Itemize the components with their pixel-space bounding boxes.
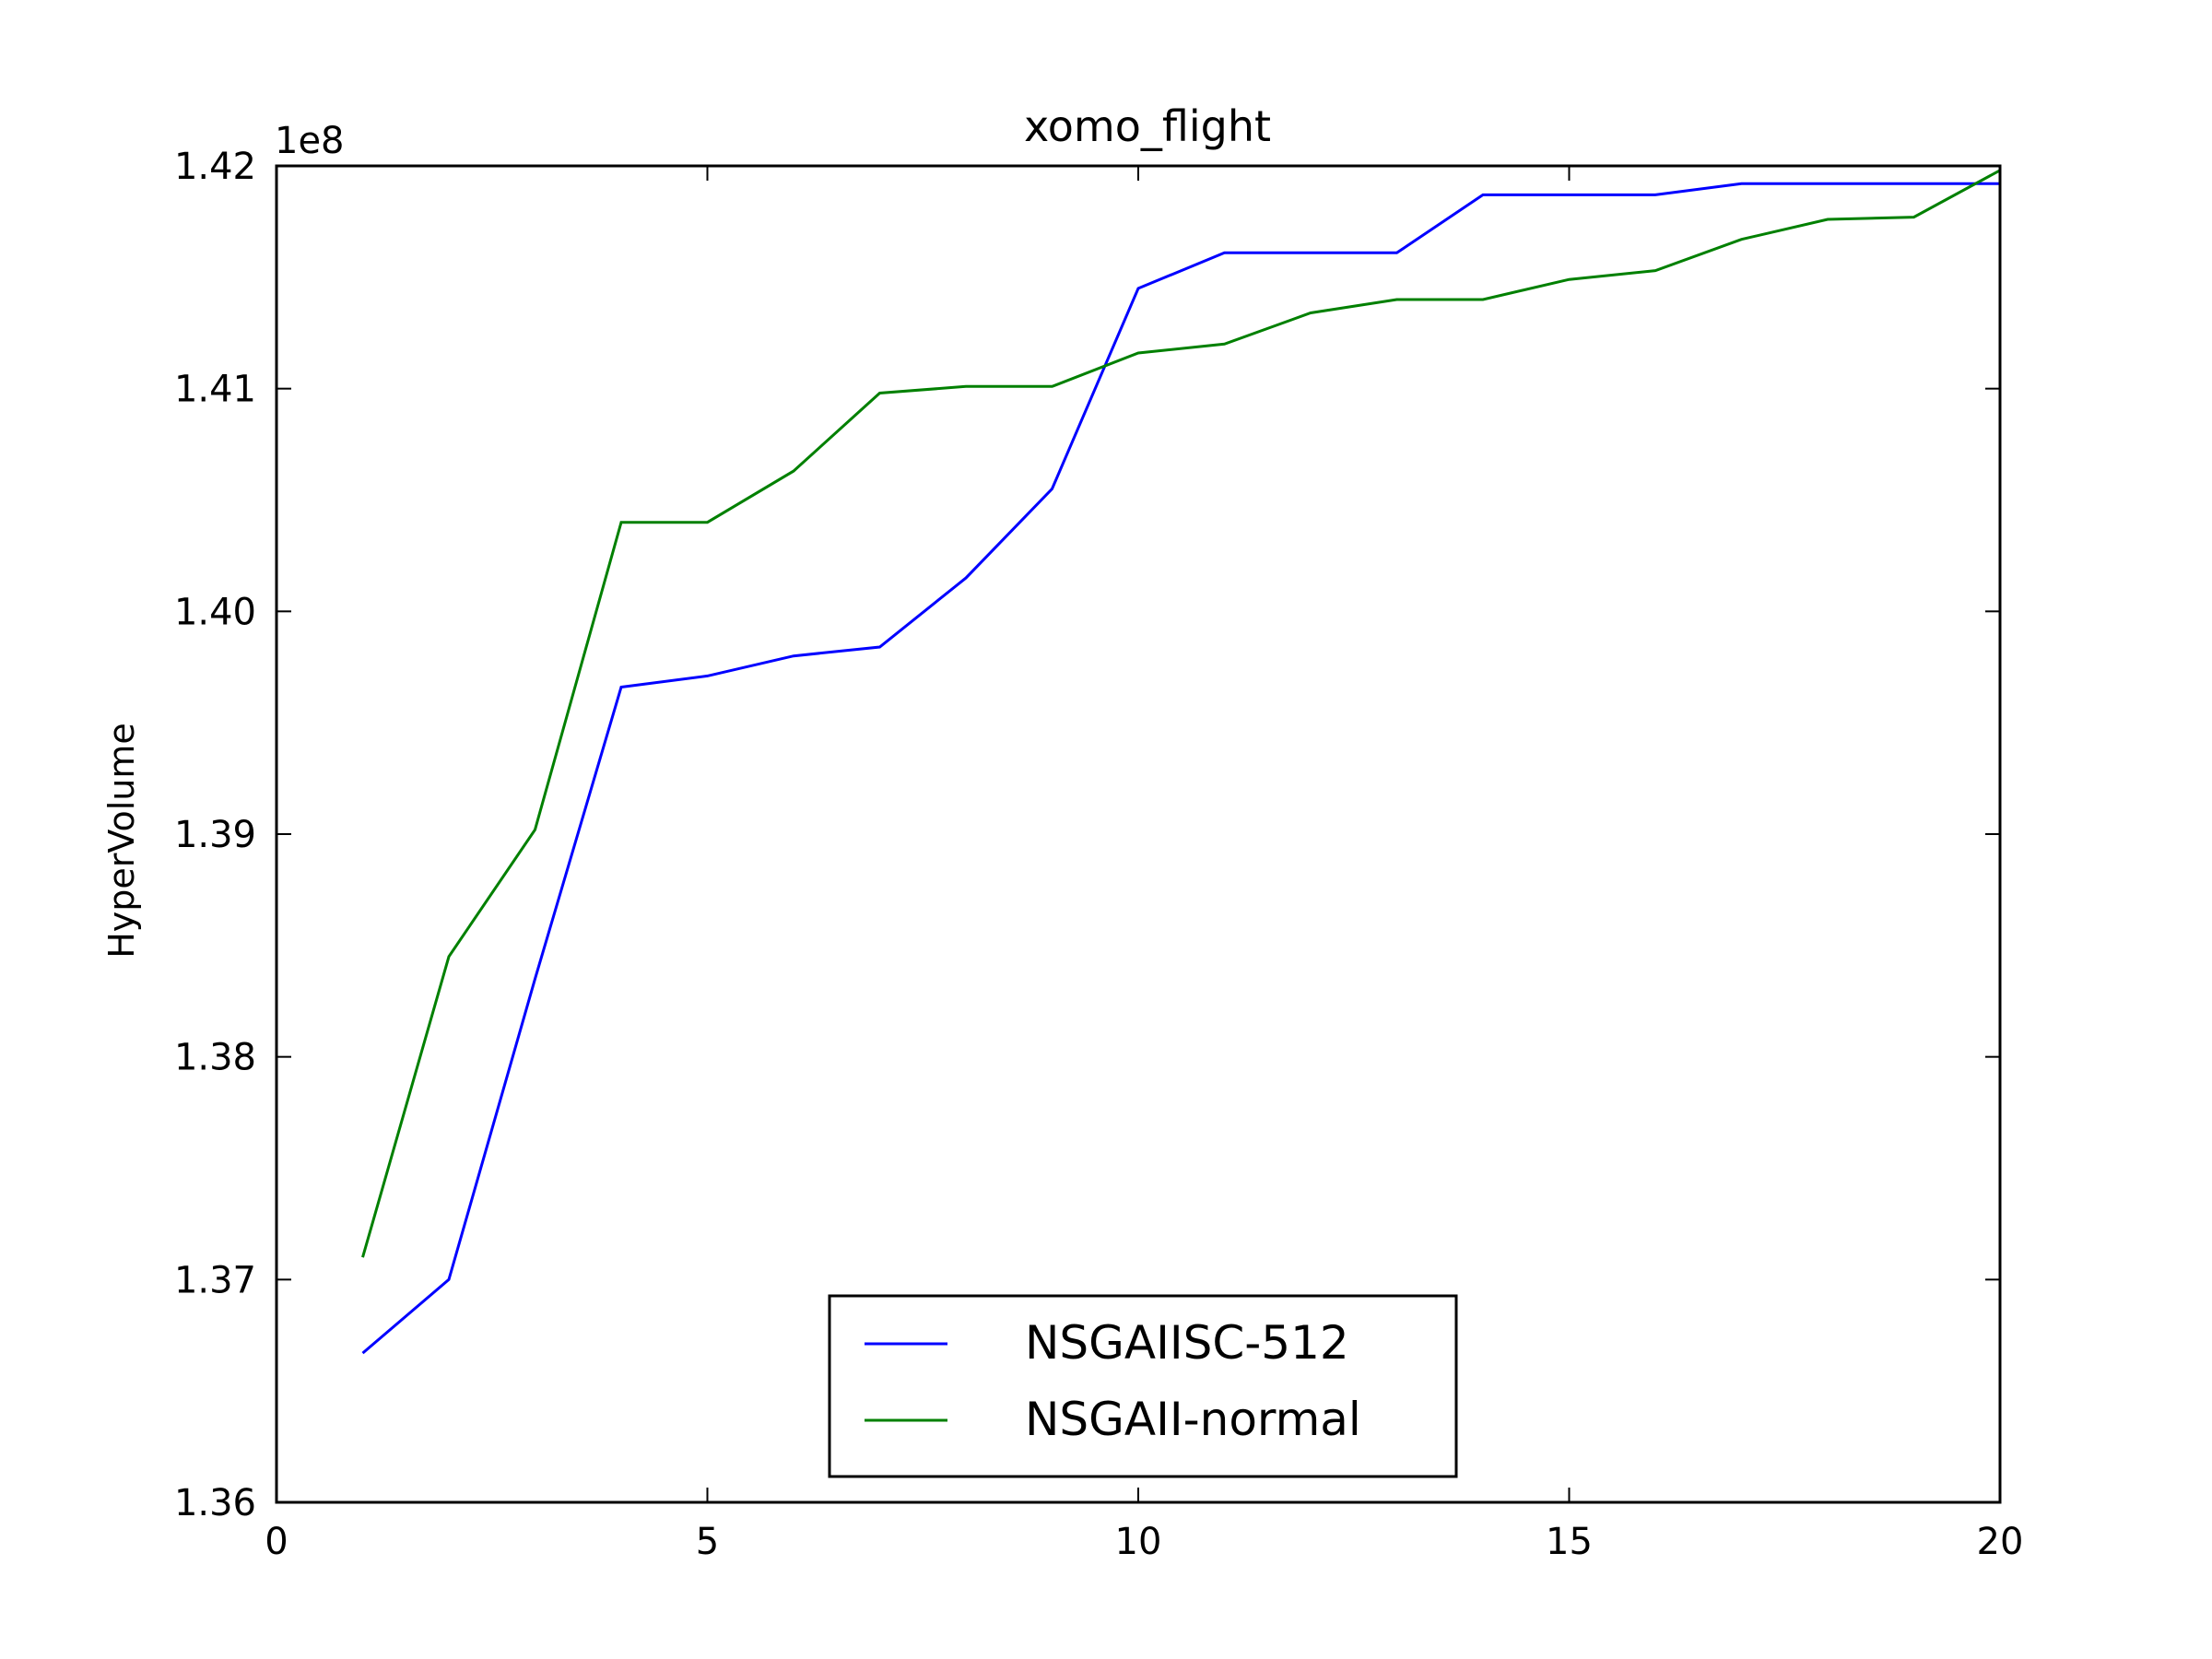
x-tick-label: 15 [1546,1521,1593,1563]
chart-title: xomo_flight [1024,101,1271,151]
legend-label-2: NSGAII-normal [1025,1393,1361,1446]
series-layer [361,169,2001,1355]
x-tick-label: 10 [1115,1521,1162,1563]
legend-label-1: NSGAIISC-512 [1025,1316,1349,1370]
plot-frame [275,164,2002,1504]
y-tick-label: 1.40 [174,591,256,633]
y-tick-label: 1.37 [174,1259,256,1301]
y-tick-label: 1.42 [174,146,256,188]
y-axis-offset-label: 1e8 [275,120,345,162]
series-line-2 [361,169,2001,1258]
y-axis-label: HyperVolume [101,723,142,959]
x-tick-label: 5 [696,1521,719,1563]
legend-box [828,1294,1458,1478]
y-tick-label: 1.41 [174,369,256,411]
x-tick-label: 20 [1977,1521,2024,1563]
series-line-1 [361,182,2000,1355]
legend: NSGAIISC-512 NSGAII-normal [828,1294,1458,1478]
x-tick-label: 0 [265,1521,288,1563]
y-tick-label: 1.38 [174,1037,256,1079]
y-tick-label: 1.36 [174,1482,256,1524]
y-tick-label: 1.39 [174,814,256,856]
ticks-layer: 0 5 10 15 20 1.36 1.37 1.38 1.39 1.40 1.41 1.42 [174,146,2024,1563]
